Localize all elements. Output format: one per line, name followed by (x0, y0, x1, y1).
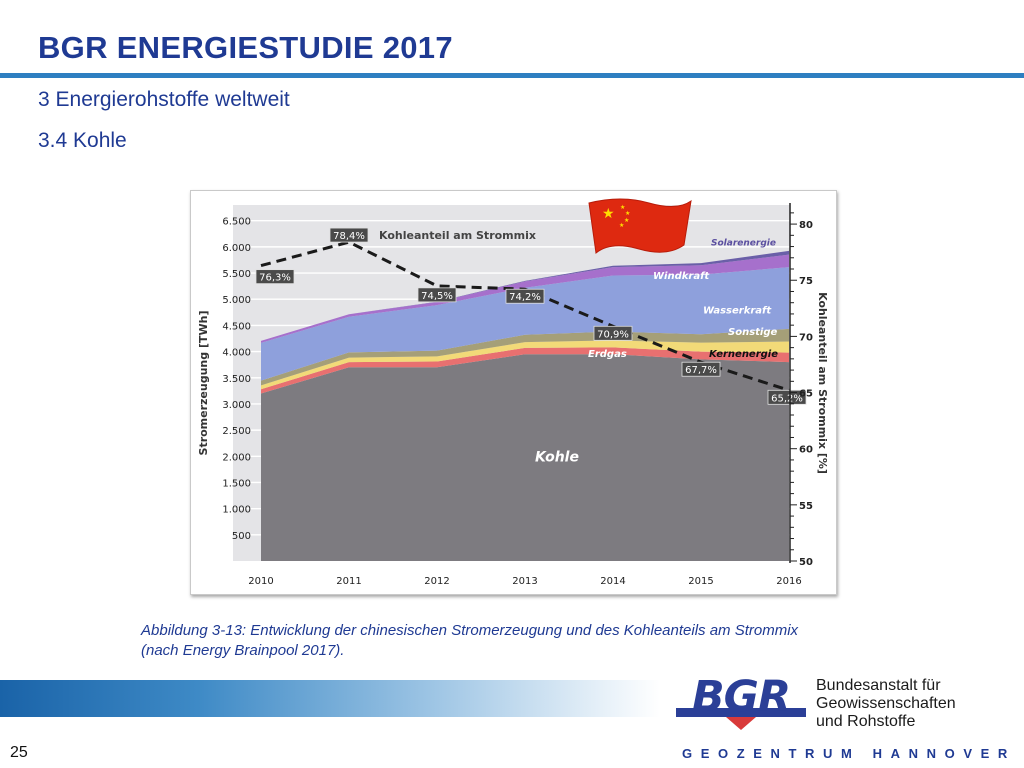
y-tick-label: 5.500 (222, 269, 251, 280)
x-tick-label: 2011 (336, 576, 361, 587)
institution-line: Bundesanstalt für (816, 677, 941, 694)
chart-figure: Kohle Erdgas Kernenergie Sonstige Wasserkraf… (190, 190, 837, 595)
data-label: 70,9% (597, 329, 629, 340)
flag-small-star-icon: ★ (620, 204, 625, 211)
data-label-box (255, 269, 295, 285)
y-tick-label: 1.500 (222, 478, 251, 489)
y2-tick-label: 65 (799, 389, 813, 400)
bgr-logo: BGR (676, 675, 806, 730)
institution-line: und Rohstoffe (816, 713, 916, 730)
caption-line: (nach Energy Brainpool 2017). (141, 642, 345, 659)
axis-layer: 500 1.000 1.500 2.000 2.500 3.000 3.500 4.000 4.… (222, 203, 813, 587)
data-label-box (681, 361, 721, 377)
x-tick-label: 2014 (600, 576, 625, 587)
y-tick-label: 6.000 (222, 243, 251, 254)
y2-tick-label: 70 (799, 332, 813, 343)
data-label: 78,4% (333, 231, 365, 242)
y-tick-label: 2.500 (222, 426, 251, 437)
section-heading: 3 Energierohstoffe weltweit (38, 88, 290, 111)
page-number: 25 (10, 744, 28, 761)
x-tick-label: 2016 (776, 576, 801, 587)
area-label-layer: Kohle Erdgas Kernenergie Sonstige Wasserkraf… (535, 239, 778, 466)
area-series-label: Wasserkraft (703, 305, 772, 316)
title-divider (0, 73, 1024, 78)
institution-line: Geowissenschaften (816, 695, 956, 712)
institution-name: Bundesanstalt für Geowissenschaften und … (816, 677, 956, 731)
logo-triangle (726, 717, 756, 730)
data-label: 65,2% (771, 393, 803, 404)
y-tick-label: 5.000 (222, 295, 251, 306)
y2-tick-label: 75 (799, 276, 813, 287)
slide-title: BGR ENERGIESTUDIE 2017 (38, 30, 453, 65)
x-tick-label: 2015 (688, 576, 713, 587)
data-label: 67,7% (685, 365, 717, 376)
line-series-label: Kohleanteil am Strommix (379, 229, 536, 242)
area-series (261, 250, 789, 341)
x-tick-label: 2013 (512, 576, 537, 587)
data-label-box (767, 389, 807, 405)
flag-small-star-icon: ★ (619, 222, 624, 229)
area-series (261, 354, 789, 561)
area-series-label: Kohle (535, 450, 579, 466)
data-label-box (505, 288, 545, 304)
area-series (261, 267, 789, 381)
area-series-label: Kernenergie (709, 349, 778, 360)
area-series-label: Sonstige (728, 327, 778, 338)
chart-svg: Kohle Erdgas Kernenergie Sonstige Wasserkraf… (197, 198, 829, 587)
data-label-box (417, 287, 457, 303)
data-label: 74,5% (421, 291, 453, 302)
y2-tick-label: 50 (799, 557, 813, 568)
y-axis-title: Stromerzeugung [TWh] (197, 311, 210, 456)
area-layer (261, 250, 789, 561)
y-tick-label: 4.500 (222, 321, 251, 332)
data-label: 74,2% (509, 292, 541, 303)
y2-tick-label: 80 (799, 220, 813, 231)
data-label-box (329, 227, 369, 243)
area-series-label: Windkraft (653, 271, 710, 282)
flag-small-star-icon: ★ (625, 210, 630, 217)
area-series-label: Erdgas (588, 349, 627, 360)
y-tick-label: 3.000 (222, 400, 251, 411)
y2-axis-title: Kohleanteil am Strommix [%] (816, 292, 829, 474)
data-label: 76,3% (259, 273, 291, 284)
subsection-heading: 3.4 Kohle (38, 129, 127, 152)
area-series-label: Solarenergie (711, 239, 776, 249)
caption-line: Abbildung 3-13: Entwicklung der chinesis… (141, 622, 799, 639)
y2-tick-label: 60 (799, 445, 813, 456)
flag-big-star-icon: ★ (602, 206, 615, 222)
y-tick-label: 3.500 (222, 374, 251, 385)
logo-bar (676, 708, 806, 717)
geozentrum-tagline: GEOZENTRUM HANNOVER (682, 746, 1016, 761)
y-tick-label: 1.000 (222, 505, 251, 516)
x-tick-label: 2010 (248, 576, 273, 587)
y-tick-label: 2.000 (222, 452, 251, 463)
flag-small-star-icon: ★ (624, 217, 629, 224)
logo-text: BGR (692, 675, 790, 722)
y-tick-label: 4.000 (222, 348, 251, 359)
area-series (261, 340, 789, 390)
data-label-box (593, 325, 633, 341)
x-tick-label: 2012 (424, 576, 449, 587)
china-flag-icon: ★ ★ ★ ★ ★ (588, 198, 692, 254)
area-series (261, 254, 789, 343)
footer-gradient-band (0, 680, 660, 717)
y-tick-label: 6.500 (222, 217, 251, 228)
figure-caption: Abbildung 3-13: Entwicklung der chinesis… (141, 621, 901, 661)
coal-share-line-layer: 76,3% 78,4% 74,5% 74,2% 70,9% 67,7% 65,2% (255, 227, 807, 405)
area-series (261, 347, 789, 394)
y-tick-label: 500 (232, 531, 251, 542)
y2-tick-label: 55 (799, 501, 813, 512)
area-series (261, 328, 789, 386)
